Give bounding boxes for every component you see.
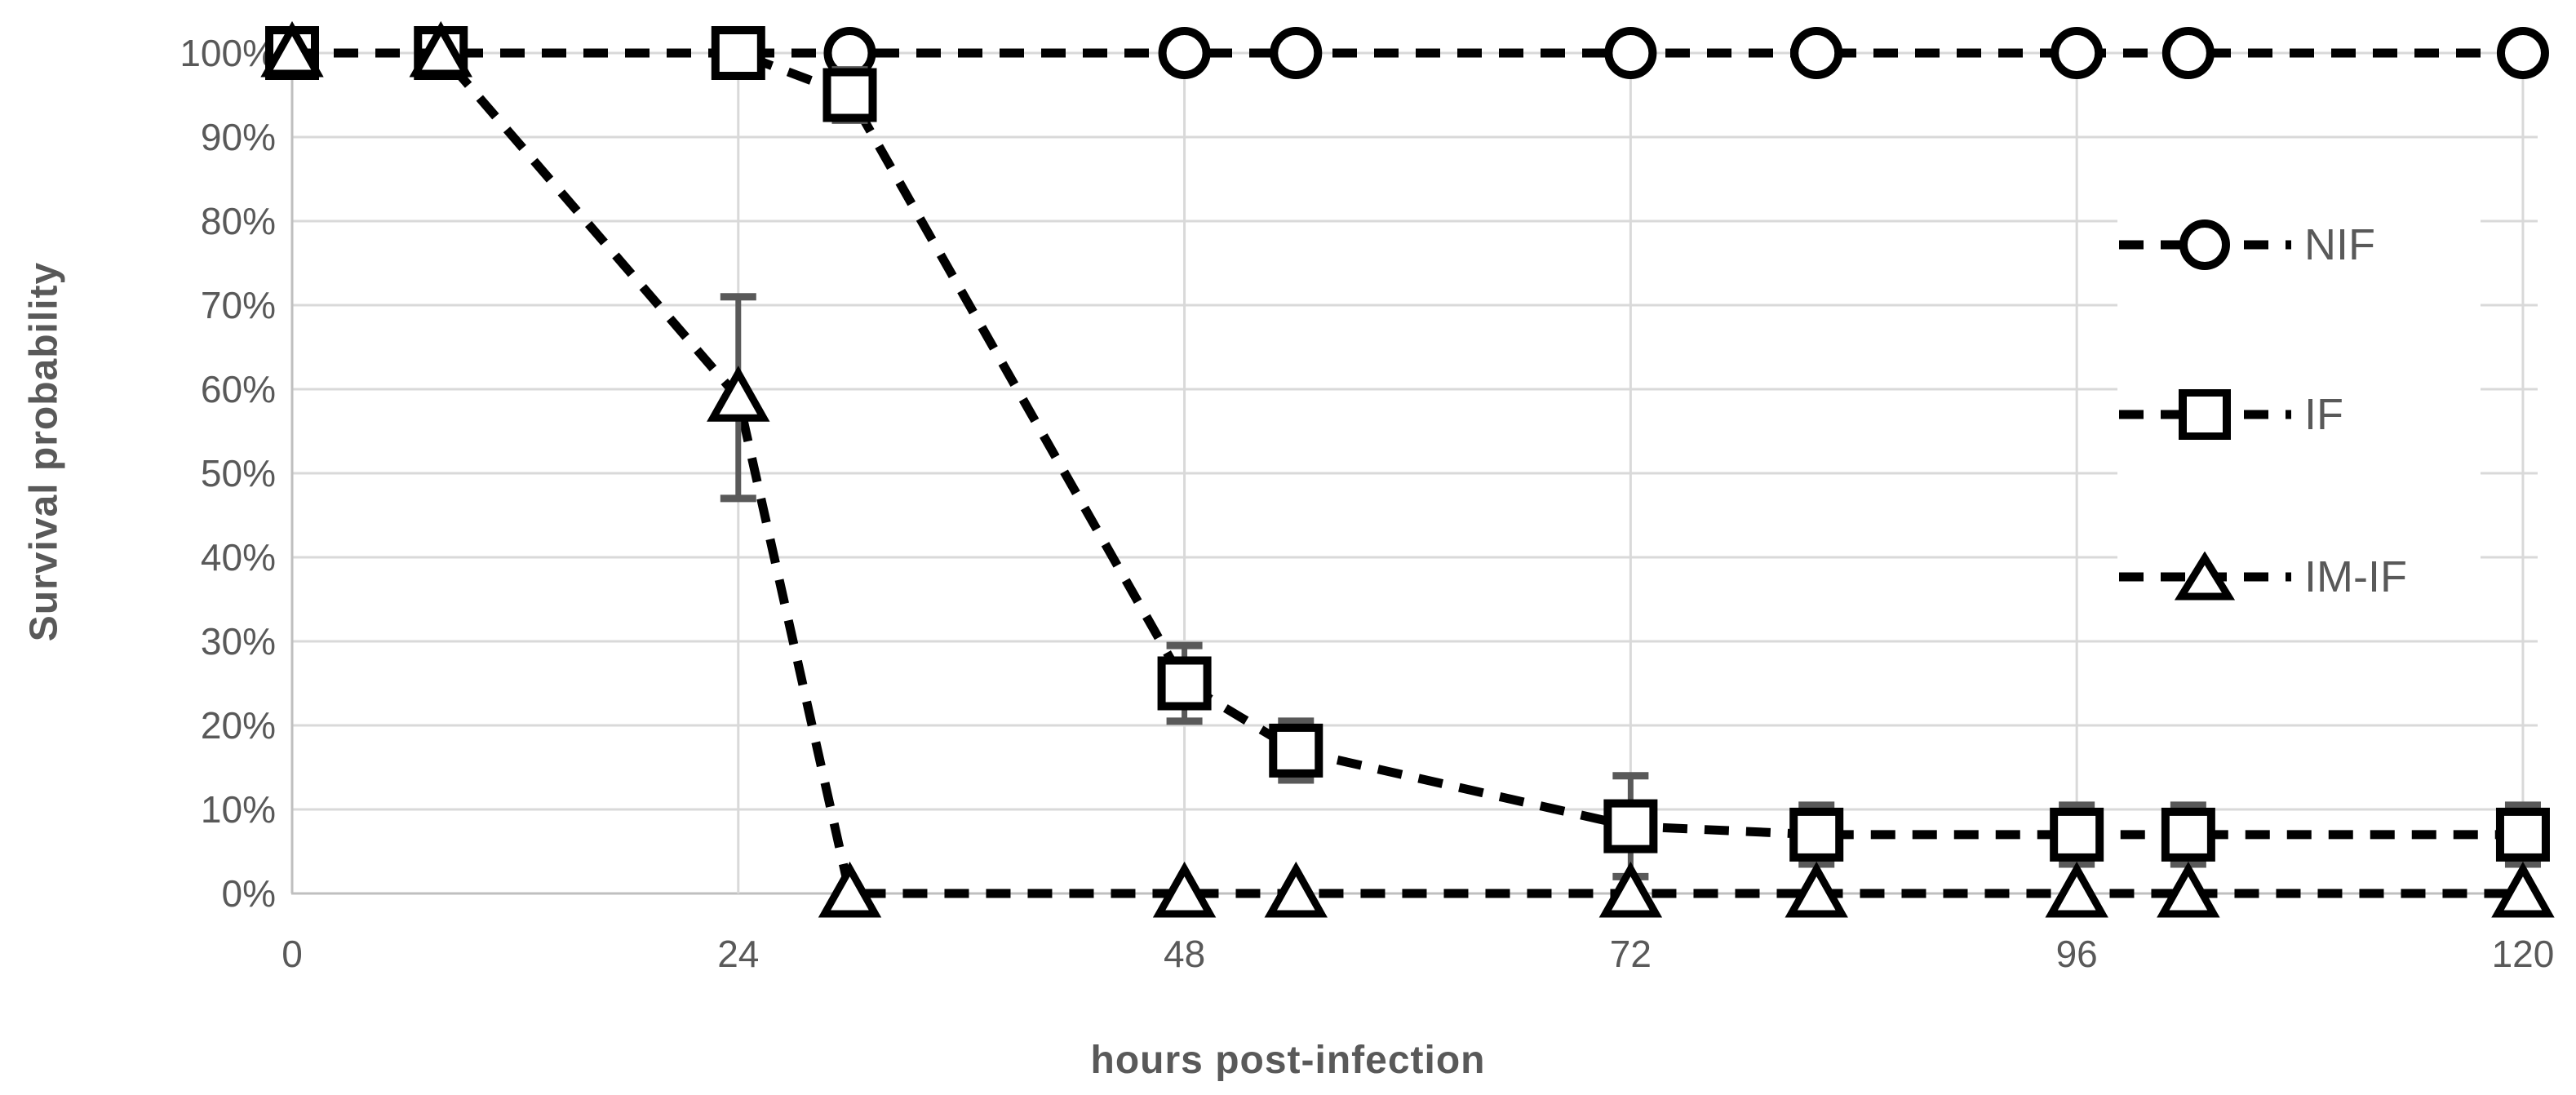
- data-point-im-if: [707, 366, 770, 422]
- data-point-nif: [1604, 27, 1657, 79]
- data-point-im-if: [409, 20, 472, 78]
- y-tick-label: 90%: [201, 116, 276, 158]
- x-tick-label: 0: [282, 933, 303, 975]
- legend-item-if: IF: [2117, 389, 2343, 440]
- y-tick-label: 40%: [201, 536, 276, 579]
- x-tick-label: 96: [2056, 933, 2098, 975]
- y-tick-label: 30%: [201, 620, 276, 663]
- data-point-im-if: [2045, 861, 2108, 918]
- x-tick-label: 24: [717, 933, 759, 975]
- y-tick-label: 0%: [222, 872, 276, 915]
- im-if-marker-icon: [2119, 552, 2291, 601]
- data-point-if: [822, 68, 877, 122]
- nif-marker-icon: [2119, 219, 2291, 270]
- data-point-if: [1603, 799, 1658, 853]
- y-tick-label: 20%: [201, 704, 276, 747]
- data-point-nif: [1270, 27, 1323, 79]
- legend-label: NIF: [2304, 220, 2375, 269]
- data-point-if: [2050, 807, 2104, 862]
- series-line-if: [292, 48, 2523, 840]
- y-tick-label: 10%: [201, 788, 276, 831]
- data-point-if: [1269, 723, 1323, 778]
- y-tick-label: 50%: [201, 452, 276, 494]
- data-point-im-if: [1152, 861, 1217, 918]
- legend: NIF IF IM-IF: [2117, 175, 2481, 628]
- y-tick-label: 60%: [201, 368, 276, 410]
- data-point-im-if: [260, 20, 324, 78]
- y-tick-label: 100%: [180, 32, 276, 74]
- data-point-im-if: [1785, 861, 1848, 918]
- data-point-im-if: [1598, 861, 1663, 918]
- y-axis-title: Survival probability: [22, 261, 66, 642]
- x-axis-title: hours post-infection: [1090, 1039, 1486, 1082]
- data-point-im-if: [818, 861, 882, 918]
- data-point-nif: [2051, 27, 2104, 79]
- if-marker-icon: [2119, 389, 2291, 440]
- x-tick-label: 72: [1610, 933, 1652, 975]
- data-point-if: [2161, 807, 2215, 862]
- data-point-im-if: [2491, 861, 2555, 918]
- data-point-nif: [2161, 27, 2215, 79]
- legend-item-im-if: IM-IF: [2117, 552, 2407, 602]
- x-tick-label: 48: [1164, 933, 1205, 975]
- legend-label: IF: [2304, 390, 2343, 439]
- legend-item-nif: NIF: [2117, 219, 2375, 270]
- y-tick-label: 80%: [201, 200, 276, 242]
- data-point-if: [2495, 807, 2550, 862]
- data-point-nif: [1158, 27, 1211, 79]
- data-point-if: [711, 26, 765, 80]
- y-tick-label: 70%: [201, 284, 276, 326]
- data-point-if: [1157, 656, 1212, 711]
- data-point-nif: [2496, 27, 2549, 79]
- data-point-im-if: [1264, 861, 1328, 918]
- data-point-if: [1789, 807, 1844, 862]
- x-tick-label: 120: [2492, 933, 2555, 975]
- legend-label: IM-IF: [2304, 552, 2407, 601]
- data-point-im-if: [2157, 861, 2220, 918]
- data-point-nif: [1790, 27, 1843, 79]
